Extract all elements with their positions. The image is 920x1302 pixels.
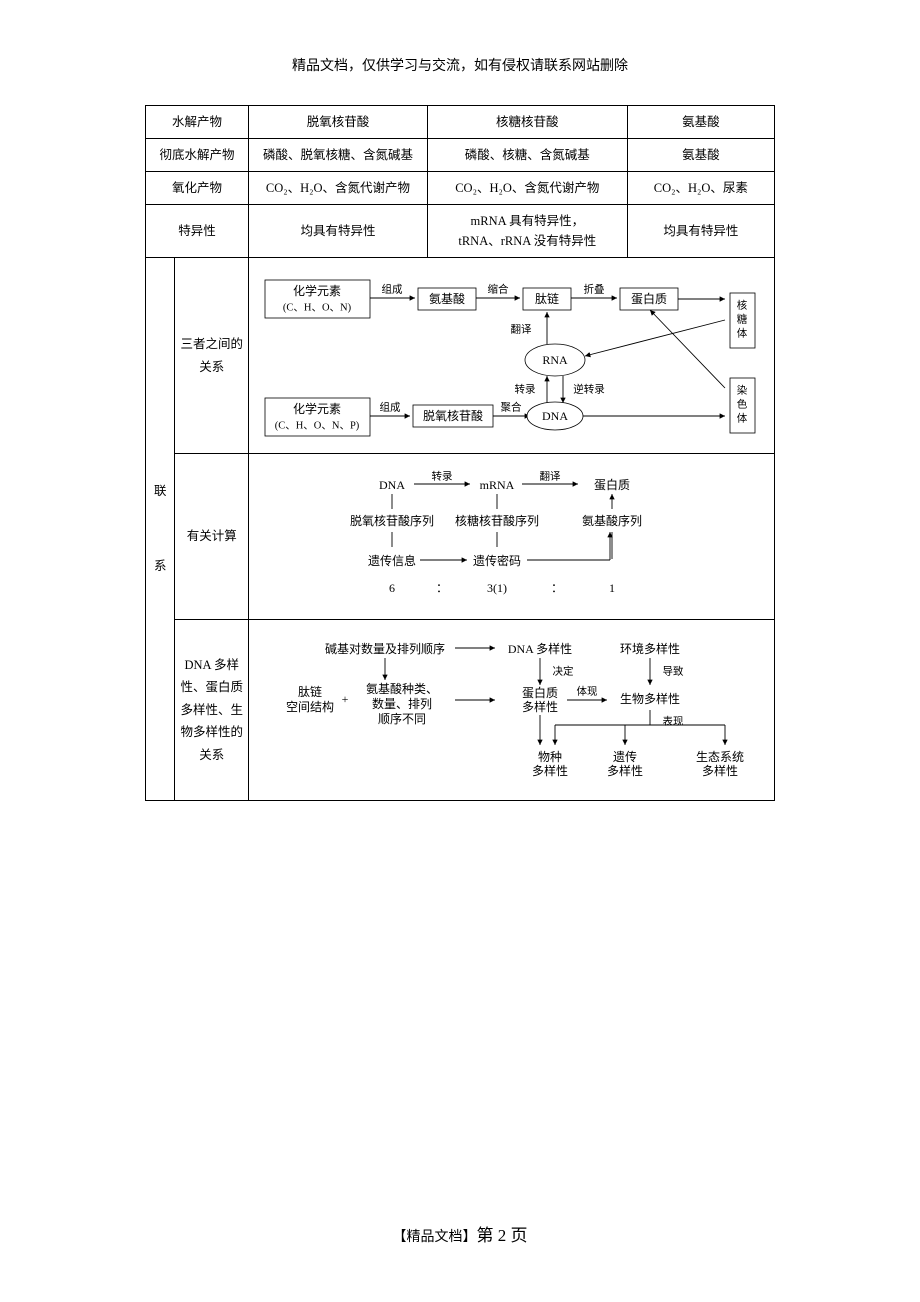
cell: CO₂、H₂O、含氮代谢产物 [249,172,428,205]
row-label: 彻底水解产物 [146,139,249,172]
svg-text:(C、H、O、N、P): (C、H、O、N、P) [275,420,360,431]
svg-text:6: 6 [389,581,395,595]
row-label: 氧化产物 [146,172,249,205]
svg-text:氨基酸: 氨基酸 [429,291,465,306]
svg-text:导致: 导致 [663,664,684,677]
calculation-diagram: DNA 转录 mRNA 翻译 蛋白质 脱氧核苷酸序列 核糖核苷酸序列 氨基酸序列 [262,464,762,609]
cell: 核糖核苷酸 [427,106,627,139]
sub-label: 三者之间的关系 [175,258,249,454]
sub-label: DNA 多样性、蛋白质多样性、生物多样性的关系 [175,620,249,801]
row-label: 特异性 [146,205,249,258]
svg-text:逆转录: 逆转录 [573,382,605,395]
svg-text:遗传信息: 遗传信息 [368,553,416,568]
svg-text:：: ： [436,581,448,595]
svg-text:1: 1 [609,581,615,595]
svg-text:化学元素: 化学元素 [293,283,341,298]
svg-text:核糖核苷酸序列: 核糖核苷酸序列 [455,513,539,528]
svg-text:脱氧核苷酸: 脱氧核苷酸 [423,408,483,423]
svg-text:组成: 组成 [380,400,401,413]
cell: 氨基酸 [627,106,774,139]
svg-text:化学元素: 化学元素 [293,401,341,416]
row-label: 水解产物 [146,106,249,139]
svg-text:遗传: 遗传 [613,749,637,764]
svg-text:糖: 糖 [737,312,748,325]
svg-text:+: + [342,692,349,706]
svg-text:聚合: 聚合 [501,400,522,413]
relationship-diagram-cell: 化学元素 (C、H、O、N) 组成 氨基酸 缩合 肽链 折叠 蛋白质 [249,258,775,454]
svg-text:转录: 转录 [515,382,536,395]
diversity-diagram-cell: 碱基对数量及排列顺序 DNA 多样性 环境多样性 决定 导致 肽链 空间结构 +… [249,620,775,801]
cell: 脱氧核苷酸 [249,106,428,139]
svg-text:体: 体 [737,412,748,424]
svg-text:体: 体 [737,327,748,339]
comparison-table: 水解产物 脱氧核苷酸 核糖核苷酸 氨基酸 彻底水解产物 磷酸、脱氧核糖、含氮碱基… [145,105,775,801]
svg-text:DNA 多样性: DNA 多样性 [508,641,572,656]
calculation-diagram-cell: DNA 转录 mRNA 翻译 蛋白质 脱氧核苷酸序列 核糖核苷酸序列 氨基酸序列 [249,454,775,620]
svg-text:脱氧核苷酸序列: 脱氧核苷酸序列 [350,513,434,528]
diversity-diagram: 碱基对数量及排列顺序 DNA 多样性 环境多样性 决定 导致 肽链 空间结构 +… [255,630,775,790]
svg-text:蛋白质: 蛋白质 [631,291,667,306]
svg-text:(C、H、O、N): (C、H、O、N) [283,302,352,313]
svg-text:核: 核 [737,298,748,311]
svg-text:折叠: 折叠 [584,282,605,295]
cell: 磷酸、核糖、含氮碱基 [427,139,627,172]
page-header-note: 精品文档，仅供学习与交流，如有侵权请联系网站删除 [0,55,920,75]
svg-text:翻译: 翻译 [539,469,560,482]
svg-text:组成: 组成 [382,282,403,295]
cell: CO₂、H₂O、尿素 [627,172,774,205]
svg-text:蛋白质: 蛋白质 [522,685,558,700]
svg-text:翻译: 翻译 [511,322,532,335]
lianxi-label: 联 系 [146,258,175,801]
page-footer: 【精品文档】第 2 页 [0,1221,920,1246]
svg-text:决定: 决定 [553,664,574,677]
svg-text:蛋白质: 蛋白质 [594,477,630,492]
svg-text:染: 染 [737,383,748,396]
svg-text:数量、排列: 数量、排列 [372,696,432,711]
svg-text:肽链: 肽链 [535,291,559,306]
svg-text:生态系统: 生态系统 [696,750,744,764]
svg-text:多样性: 多样性 [607,763,643,778]
svg-text:物种: 物种 [538,750,562,764]
svg-text:多样性: 多样性 [532,763,568,778]
svg-text:mRNA: mRNA [479,478,514,492]
svg-text:氨基酸种类、: 氨基酸种类、 [366,681,438,696]
svg-text:空间结构: 空间结构 [286,699,334,714]
svg-text:生物多样性: 生物多样性 [620,691,680,706]
svg-text:多样性: 多样性 [702,763,738,778]
footer-tag: 【精品文档】 [393,1230,477,1245]
svg-text:表现: 表现 [663,714,684,727]
svg-text:DNA: DNA [379,478,405,492]
cell: CO₂、H₂O、含氮代谢产物 [427,172,627,205]
svg-text:碱基对数量及排列顺序: 碱基对数量及排列顺序 [325,641,445,656]
svg-text:体现: 体现 [577,685,598,697]
sub-label: 有关计算 [175,454,249,620]
cell: 均具有特异性 [249,205,428,258]
svg-text:DNA: DNA [542,409,568,423]
svg-text:多样性: 多样性 [522,699,558,714]
svg-text:色: 色 [737,397,748,410]
svg-text:3(1): 3(1) [487,581,507,595]
cell: 均具有特异性 [627,205,774,258]
cell: 氨基酸 [627,139,774,172]
svg-text:环境多样性: 环境多样性 [620,641,680,656]
svg-text:遗传密码: 遗传密码 [473,553,521,568]
cell: mRNA 具有特异性， tRNA、rRNA 没有特异性 [427,205,627,258]
svg-text:顺序不同: 顺序不同 [378,711,426,726]
svg-text:：: ： [551,581,563,595]
cell: 磷酸、脱氧核糖、含氮碱基 [249,139,428,172]
relationship-diagram: 化学元素 (C、H、O、N) 组成 氨基酸 缩合 肽链 折叠 蛋白质 [255,268,775,443]
svg-text:缩合: 缩合 [488,282,509,295]
svg-text:氨基酸序列: 氨基酸序列 [582,513,642,528]
svg-text:转录: 转录 [431,469,452,482]
page-number: 第 2 页 [477,1226,528,1245]
svg-text:RNA: RNA [542,353,568,367]
svg-text:肽链: 肽链 [298,684,322,699]
